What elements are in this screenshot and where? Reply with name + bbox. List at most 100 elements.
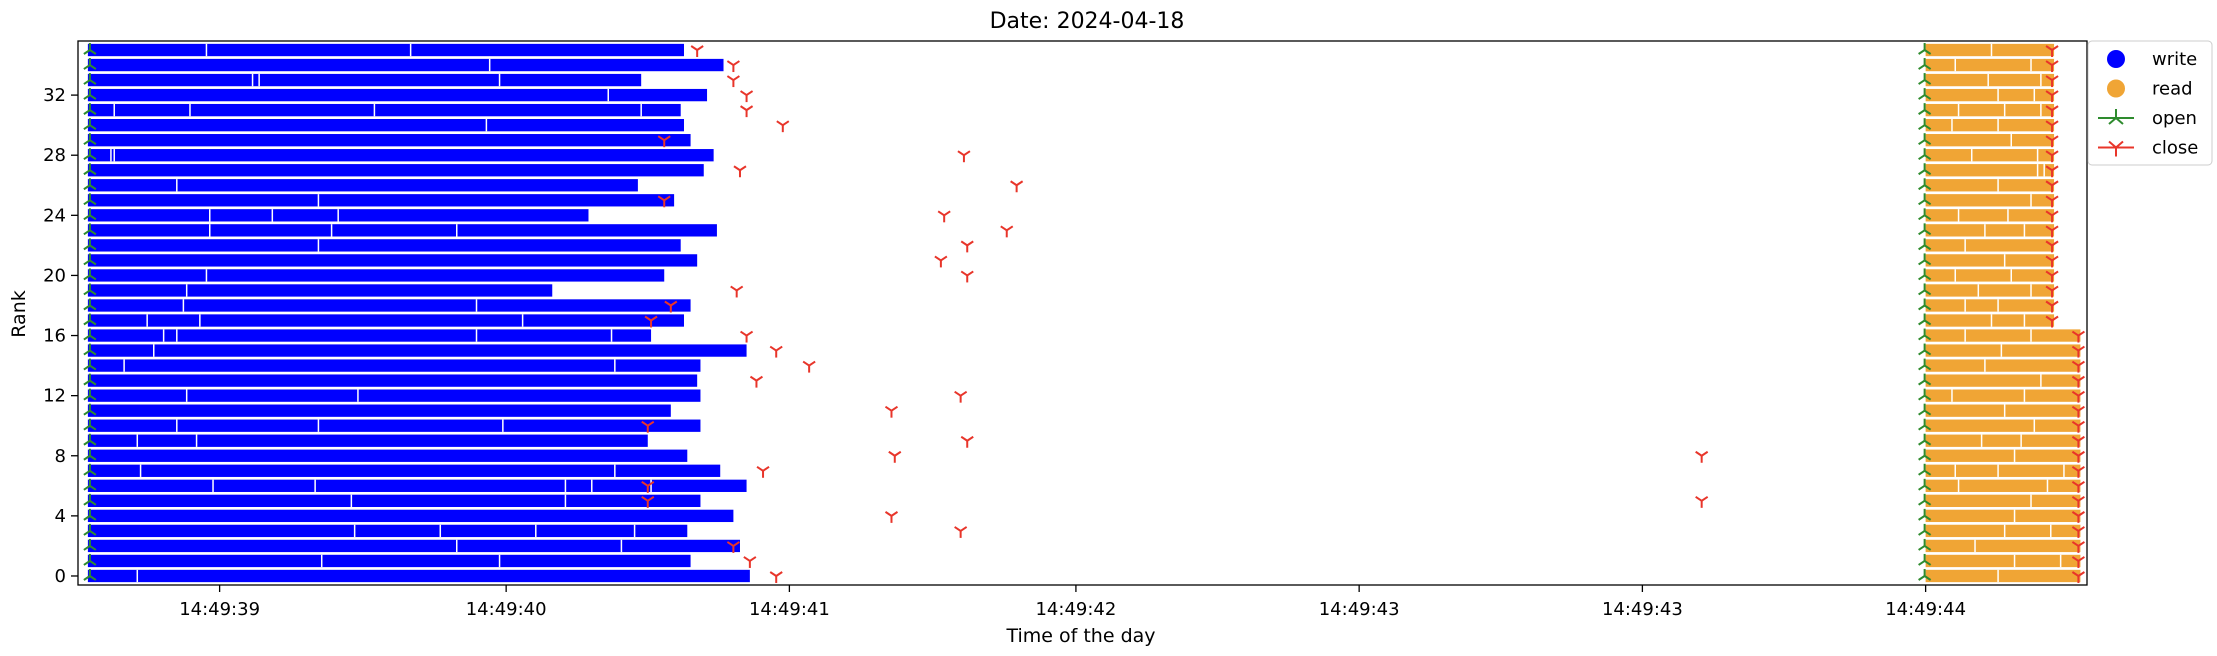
y-tick-label-5: 20	[43, 265, 66, 286]
write-open-marker-rank-4	[83, 508, 97, 521]
read-bar-rank-34	[1925, 58, 2055, 72]
write-open-marker-rank-33	[83, 73, 97, 85]
write-open-marker-rank-32	[83, 88, 97, 100]
read-open-marker-rank-8	[1918, 448, 1932, 461]
write-close-marker-rank-34	[726, 60, 740, 73]
read-open-marker-rank-18	[1918, 298, 1932, 311]
read-bar-rank-13	[1925, 374, 2081, 387]
read-open-marker-rank-20	[1918, 268, 1932, 281]
read-open-marker-rank-31	[1918, 103, 1932, 115]
read-open-marker-rank-25	[1918, 193, 1932, 206]
read-bar-rank-24	[1925, 209, 2055, 222]
legend-box	[2087, 40, 2213, 166]
write-bar-rank-11	[87, 404, 671, 417]
write-open-marker-rank-26	[83, 178, 97, 191]
read-bar-rank-15	[1925, 344, 2081, 357]
write-close-marker-rank-20	[960, 270, 974, 283]
read-open-marker-rank-30	[1918, 118, 1932, 130]
write-close-marker-rank-28	[957, 150, 971, 163]
y-tick-label-6: 24	[43, 205, 66, 226]
write-close-marker-rank-29	[657, 135, 671, 148]
read-close-marker-rank-9	[2071, 435, 2085, 448]
write-bar-rank-17	[87, 314, 684, 327]
write-open-marker-rank-29	[83, 133, 97, 146]
write-close-marker-rank-8	[888, 450, 902, 463]
read-open-marker-rank-29	[1918, 133, 1932, 146]
write-bar-rank-10	[87, 419, 701, 432]
extra-close-marker-1	[1695, 450, 1709, 463]
read-bar-rank-23	[1925, 224, 2055, 237]
write-open-marker-rank-17	[83, 313, 97, 326]
read-open-marker-rank-19	[1918, 283, 1932, 296]
write-close-marker-rank-0	[769, 571, 783, 583]
write-bar-rank-35	[87, 43, 684, 57]
write-bar-rank-18	[87, 299, 691, 312]
read-close-marker-rank-33	[2045, 75, 2059, 88]
legend-label-read: read	[2152, 79, 2193, 100]
write-bar-rank-16	[87, 329, 652, 342]
write-open-marker-rank-11	[83, 403, 97, 416]
read-close-marker-rank-3	[2071, 526, 2085, 538]
write-bar-rank-3	[87, 524, 688, 538]
write-close-marker-rank-10	[641, 420, 655, 433]
write-open-marker-rank-5	[83, 493, 97, 506]
read-close-marker-rank-28	[2045, 150, 2059, 163]
read-open-marker-rank-3	[1918, 523, 1932, 536]
read-close-marker-rank-8	[2071, 450, 2085, 463]
read-open-marker-rank-28	[1918, 148, 1932, 161]
read-open-marker-rank-21	[1918, 253, 1932, 266]
read-bar-rank-18	[1925, 299, 2055, 312]
read-open-marker-rank-24	[1918, 208, 1932, 221]
write-bar-rank-23	[87, 224, 717, 237]
write-open-marker-rank-22	[83, 238, 97, 251]
read-bar-rank-31	[1925, 103, 2055, 117]
write-open-marker-rank-35	[83, 43, 97, 55]
read-bar-rank-7	[1925, 464, 2081, 477]
read-open-marker-rank-7	[1918, 463, 1932, 476]
write-bar-rank-31	[87, 103, 681, 117]
write-bar-rank-8	[87, 449, 688, 462]
write-bar-rank-34	[87, 58, 724, 72]
read-close-marker-rank-35	[2045, 45, 2059, 58]
write-close-marker-rank-25	[657, 195, 671, 208]
write-open-marker-rank-24	[83, 208, 97, 221]
write-open-marker-rank-8	[83, 448, 97, 461]
write-bar-rank-25	[87, 194, 675, 207]
legend-marker-close	[2098, 140, 2134, 157]
read-close-marker-rank-23	[2045, 225, 2059, 238]
read-bar-rank-5	[1925, 494, 2081, 508]
write-bar-rank-9	[87, 434, 648, 447]
write-open-marker-rank-13	[83, 373, 97, 386]
read-close-marker-rank-10	[2071, 420, 2085, 433]
x-tick-label-6: 14:49:44	[1885, 599, 1966, 620]
read-open-marker-rank-17	[1918, 313, 1932, 326]
read-close-marker-rank-30	[2045, 120, 2059, 133]
write-bar-rank-2	[87, 539, 740, 553]
read-bar-rank-8	[1925, 449, 2081, 462]
write-bar-rank-7	[87, 464, 721, 477]
read-close-marker-rank-26	[2045, 180, 2059, 193]
y-tick-label-7: 28	[43, 145, 66, 166]
y-tick-label-1: 4	[55, 506, 66, 527]
write-bar-rank-28	[87, 149, 714, 162]
legend-marker-read	[2107, 79, 2125, 98]
read-open-marker-rank-10	[1918, 418, 1932, 431]
read-close-marker-rank-1	[2071, 556, 2085, 568]
x-tick-label-4: 14:49:43	[1319, 599, 1400, 620]
write-close-marker-rank-11	[884, 405, 899, 418]
read-open-marker-rank-15	[1918, 343, 1932, 356]
write-close-marker-rank-24	[937, 210, 951, 223]
read-bar-rank-2	[1925, 539, 2081, 553]
read-open-marker-rank-13	[1918, 373, 1932, 386]
write-bar-rank-32	[87, 88, 708, 102]
write-open-marker-rank-0	[83, 568, 97, 581]
write-open-marker-rank-15	[83, 343, 97, 356]
extra-close-marker-0	[1695, 496, 1709, 508]
read-close-marker-rank-27	[2045, 165, 2059, 178]
read-close-marker-rank-20	[2045, 270, 2059, 283]
read-bar-rank-11	[1925, 404, 2081, 417]
read-close-marker-rank-15	[2071, 345, 2085, 358]
write-close-marker-rank-18	[664, 300, 678, 313]
write-close-marker-rank-16	[740, 330, 754, 343]
read-bar-rank-19	[1925, 284, 2055, 297]
